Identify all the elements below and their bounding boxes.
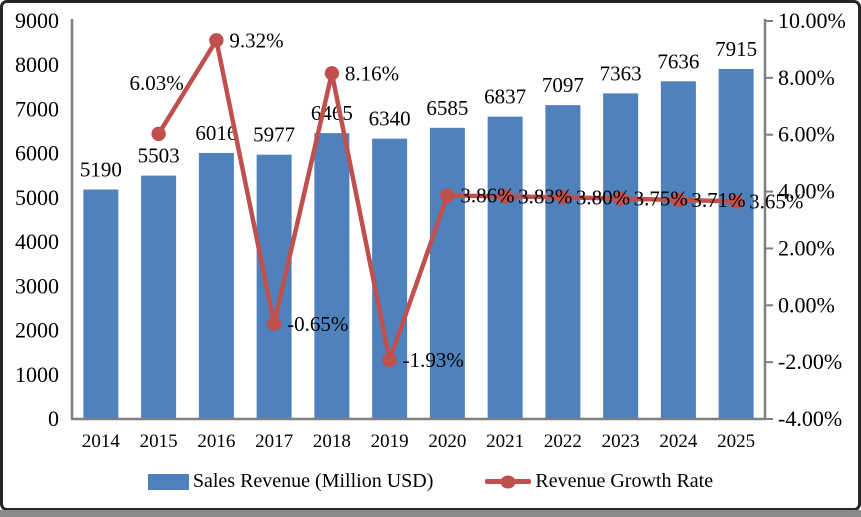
right-axis-label--2.00%: -2.00% bbox=[778, 349, 842, 374]
right-axis-label-0.00%: 0.00% bbox=[778, 292, 835, 317]
bar-2025 bbox=[718, 68, 754, 419]
left-axis-label-2000: 2000 bbox=[15, 318, 59, 343]
right-axis-label-2.00%: 2.00% bbox=[778, 235, 835, 260]
left-axis-label-9000: 9000 bbox=[15, 8, 59, 33]
chart-legend: Sales Revenue (Million USD) Revenue Grow… bbox=[0, 470, 861, 493]
legend-item-sales-revenue: Sales Revenue (Million USD) bbox=[147, 470, 434, 493]
bar-value-label-2022: 7097 bbox=[542, 73, 584, 97]
growth-label-2022: 3.80% bbox=[576, 185, 630, 209]
growth-point-2015 bbox=[151, 126, 166, 142]
growth-point-2016 bbox=[209, 33, 224, 48]
bar-2016 bbox=[198, 152, 234, 419]
bar-value-label-2025: 7915 bbox=[715, 37, 757, 61]
growth-point-2023 bbox=[613, 191, 628, 206]
bar-value-label-2021: 6837 bbox=[484, 85, 526, 109]
x-axis-label-2024: 2024 bbox=[659, 431, 698, 452]
x-axis-label-2023: 2023 bbox=[602, 431, 640, 452]
growth-point-2021 bbox=[497, 189, 513, 204]
left-axis-label-8000: 8000 bbox=[15, 52, 59, 77]
legend-swatch-bar bbox=[147, 473, 189, 490]
x-axis-label-2025: 2025 bbox=[717, 431, 755, 452]
growth-point-2019 bbox=[382, 352, 397, 368]
bar-value-label-2018: 6465 bbox=[311, 101, 353, 125]
growth-label-2017: -0.65% bbox=[287, 312, 348, 336]
left-axis-label-1000: 1000 bbox=[15, 362, 59, 387]
bar-2020 bbox=[429, 127, 465, 420]
growth-label-2023: 3.75% bbox=[634, 187, 688, 211]
growth-label-2024: 3.71% bbox=[691, 188, 745, 212]
left-axis-label-5000: 5000 bbox=[15, 185, 59, 210]
bar-value-label-2024: 7636 bbox=[657, 49, 699, 73]
bar-2023 bbox=[603, 93, 639, 419]
growth-point-2018 bbox=[324, 66, 340, 81]
x-axis-label-2016: 2016 bbox=[197, 431, 235, 452]
growth-label-2015: 6.03% bbox=[130, 71, 184, 95]
bar-value-label-2019: 6340 bbox=[369, 107, 411, 131]
bar-2021 bbox=[487, 116, 523, 420]
bar-2022 bbox=[545, 105, 581, 419]
left-axis-label-0: 0 bbox=[48, 406, 59, 431]
x-axis-label-2022: 2022 bbox=[544, 431, 582, 452]
bar-value-label-2017: 5977 bbox=[253, 123, 295, 147]
x-axis-label-2021: 2021 bbox=[486, 431, 524, 452]
right-axis-label-10.00%: 10.00% bbox=[778, 8, 846, 33]
right-axis-label-4.00%: 4.00% bbox=[778, 179, 835, 204]
legend-marker-dot-icon bbox=[500, 475, 516, 488]
x-axis-label-2020: 2020 bbox=[428, 431, 466, 452]
bar-2018 bbox=[314, 133, 350, 419]
growth-point-2022 bbox=[555, 190, 571, 205]
right-axis-label-6.00%: 6.00% bbox=[778, 122, 835, 147]
x-axis-label-2018: 2018 bbox=[313, 431, 351, 452]
legend-label-sales-revenue: Sales Revenue (Million USD) bbox=[192, 470, 434, 492]
legend-item-growth-rate: Revenue Growth Rate bbox=[485, 470, 713, 493]
legend-label-growth-rate: Revenue Growth Rate bbox=[535, 470, 714, 492]
window-bottom-edge bbox=[0, 510, 861, 517]
left-axis-label-7000: 7000 bbox=[15, 96, 59, 121]
x-axis-label-2014: 2014 bbox=[82, 431, 121, 452]
left-axis-label-3000: 3000 bbox=[15, 273, 59, 298]
bar-value-label-2023: 7363 bbox=[600, 61, 642, 85]
chart-canvas: 0 1000 2000 3000 4000 5000 6000 7000 8000 9000 -4.… bbox=[15, 8, 846, 452]
legend-swatch-line-marker bbox=[485, 473, 532, 490]
right-axis-label--4.00%: -4.00% bbox=[778, 406, 842, 431]
bar-2017 bbox=[256, 154, 292, 419]
bar-2015 bbox=[141, 175, 177, 419]
growth-label-2021: 3.83% bbox=[518, 184, 572, 208]
bar-value-label-2014: 5190 bbox=[80, 157, 122, 181]
bar-2024 bbox=[660, 81, 696, 419]
growth-point-2025 bbox=[728, 194, 744, 209]
growth-label-2020: 3.86% bbox=[460, 184, 514, 208]
left-axis-label-6000: 6000 bbox=[15, 141, 59, 166]
growth-label-2025: 3.65% bbox=[749, 190, 803, 214]
growth-point-2024 bbox=[671, 192, 686, 208]
left-axis-label-4000: 4000 bbox=[15, 229, 59, 254]
growth-label-2018: 8.16% bbox=[345, 61, 399, 85]
x-axis-label-2019: 2019 bbox=[371, 431, 409, 452]
x-axis-label-2017: 2017 bbox=[255, 431, 293, 452]
bar-2014 bbox=[83, 189, 119, 419]
growth-label-2016: 9.32% bbox=[229, 28, 283, 52]
growth-point-2017 bbox=[266, 316, 282, 331]
growth-point-2020 bbox=[440, 188, 455, 203]
bar-value-label-2016: 6016 bbox=[195, 121, 237, 145]
x-axis-label-2015: 2015 bbox=[140, 431, 178, 452]
bar-2019 bbox=[372, 138, 408, 419]
growth-label-2019: -1.93% bbox=[403, 348, 464, 372]
right-axis-label-8.00%: 8.00% bbox=[778, 65, 835, 90]
bar-value-label-2020: 6585 bbox=[426, 96, 468, 120]
bar-value-label-2015: 5503 bbox=[138, 144, 180, 168]
